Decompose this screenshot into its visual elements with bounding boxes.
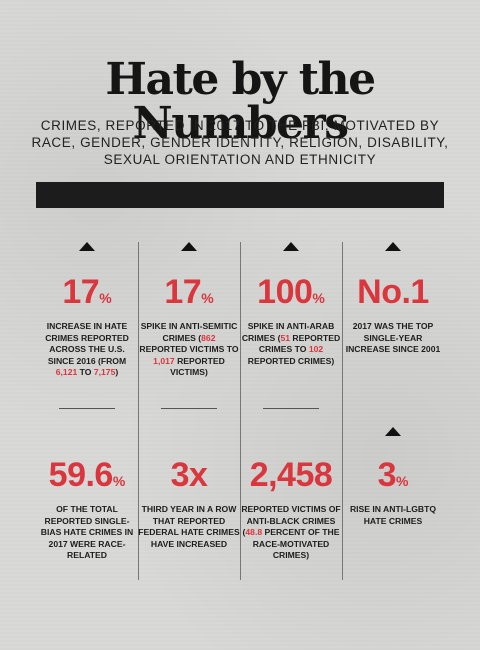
stat-description: RISE IN ANTI-LGBTQ HATE CRIMES — [349, 504, 437, 526]
page-subtitle: CRIMES, REPORTED IN 2017 TO THE FBI, MOT… — [31, 118, 449, 167]
up-arrow-icon — [385, 242, 401, 251]
stat-description: OF THE TOTAL REPORTED SINGLE-BIAS HATE C… — [40, 504, 134, 560]
stat-description: INCREASE IN HATE CRIMES REPORTED ACROSS … — [45, 321, 129, 377]
stat-value: 17% — [62, 273, 112, 311]
stat-description: REPORTED VICTIMS OF ANTI-BLACK CRIMES (4… — [241, 504, 341, 560]
stat-value: 100% — [257, 273, 325, 311]
stat-cell-anti-arab: 100% SPIKE IN ANTI-ARAB CRIMES (51 REPOR… — [240, 242, 342, 367]
stat-description: 2017 WAS THE TOP SINGLE-YEAR INCREASE SI… — [345, 321, 441, 354]
stat-cell-third-year: 3x THIRD YEAR IN A ROW THAT REPORTED FED… — [138, 458, 240, 550]
stat-description: SPIKE IN ANTI-SEMITIC CRIMES (862 REPORT… — [139, 321, 239, 377]
row-separator — [59, 408, 115, 409]
stat-cell-anti-black: 2,458 REPORTED VICTIMS OF ANTI-BLACK CRI… — [240, 458, 342, 562]
stat-description: THIRD YEAR IN A ROW THAT REPORTED FEDERA… — [138, 504, 240, 549]
column-divider — [342, 242, 343, 580]
up-arrow-icon — [283, 242, 299, 251]
row-separator — [263, 408, 319, 409]
row-separator — [161, 408, 217, 409]
column-divider — [240, 242, 241, 580]
column-divider — [138, 242, 139, 580]
stat-value: 2,458 — [249, 456, 333, 494]
stat-value: No.1 — [357, 273, 429, 311]
up-arrow-icon — [181, 242, 197, 251]
page-title: Hate by the Numbers — [105, 54, 376, 149]
stat-cell-top-increase: No.1 2017 WAS THE TOP SINGLE-YEAR INCREA… — [342, 242, 444, 356]
stat-cell-anti-semitic: 17% SPIKE IN ANTI-SEMITIC CRIMES (862 RE… — [138, 242, 240, 379]
stat-cell-race-related: 59.6% OF THE TOTAL REPORTED SINGLE-BIAS … — [36, 458, 138, 562]
stat-value: 59.6% — [48, 456, 126, 494]
stat-value: 3x — [170, 456, 208, 494]
up-arrow-icon — [385, 427, 401, 436]
header-bar — [36, 182, 444, 208]
stat-description: SPIKE IN ANTI-ARAB CRIMES (51 REPORTED C… — [241, 321, 341, 366]
up-arrow-icon — [79, 242, 95, 251]
stat-cell-hate-crime-increase: 17% INCREASE IN HATE CRIMES REPORTED ACR… — [36, 242, 138, 379]
stat-cell-anti-lgbtq: 3% RISE IN ANTI-LGBTQ HATE CRIMES — [342, 427, 444, 527]
stat-value: 3% — [377, 456, 409, 494]
stat-value: 17% — [164, 273, 214, 311]
